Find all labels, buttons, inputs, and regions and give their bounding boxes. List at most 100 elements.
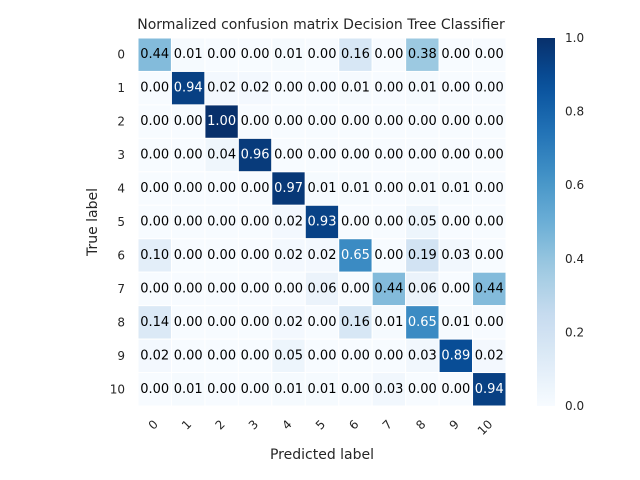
cell-1-8 (405, 70, 440, 106)
cell-value-7-2: 0.00 (207, 281, 236, 296)
cell-value-10-9: 0.00 (441, 382, 470, 397)
cell-value-3-8: 0.00 (408, 148, 437, 163)
cell-value-10-4: 0.01 (274, 382, 303, 397)
cell-value-4-10: 0.00 (475, 181, 504, 196)
cell-8-0 (137, 305, 172, 340)
cell-value-7-6: 0.00 (341, 281, 370, 296)
cell-0-0 (137, 37, 172, 72)
cell-value-8-9: 0.01 (441, 315, 470, 330)
cell-4-4 (271, 171, 306, 206)
cell-value-9-8: 0.03 (408, 348, 437, 363)
cell-9-2 (204, 338, 239, 374)
cell-value-7-4: 0.00 (274, 281, 303, 296)
cell-value-4-2: 0.00 (207, 181, 236, 196)
cell-3-3 (237, 137, 273, 173)
cell-value-3-4: 0.00 (274, 148, 303, 163)
cell-value-9-2: 0.00 (207, 348, 236, 363)
y-tick-7: 7 (117, 282, 125, 296)
cell-10-8 (405, 372, 440, 407)
cell-value-7-8: 0.06 (408, 281, 437, 296)
cell-value-7-3: 0.00 (241, 281, 270, 296)
cell-value-6-7: 0.00 (374, 248, 403, 263)
cell-5-3 (237, 204, 273, 240)
cell-value-8-1: 0.00 (174, 315, 203, 330)
cell-6-5 (304, 238, 340, 273)
cell-value-10-8: 0.00 (408, 382, 437, 397)
cell-value-5-8: 0.05 (408, 215, 437, 230)
cell-value-5-3: 0.00 (241, 215, 270, 230)
x-tick-1: 1 (179, 417, 194, 432)
cell-value-3-2: 0.04 (207, 148, 236, 163)
cell-7-10 (472, 271, 507, 307)
colorbar-tick-4: 0.8 (565, 105, 584, 119)
y-tick-10: 10 (110, 382, 125, 396)
cell-5-8 (405, 204, 440, 240)
cell-value-2-4: 0.00 (274, 114, 303, 129)
cell-value-3-9: 0.00 (441, 148, 470, 163)
cell-10-0 (137, 372, 172, 407)
cell-7-6 (338, 271, 373, 307)
cell-6-10 (472, 238, 507, 273)
y-tick-4: 4 (117, 182, 125, 196)
cell-6-2 (204, 238, 239, 273)
cell-value-6-2: 0.00 (207, 248, 236, 263)
cell-0-5 (304, 37, 340, 72)
cell-value-0-9: 0.00 (441, 47, 470, 62)
cell-6-7 (371, 238, 407, 273)
cell-value-3-7: 0.00 (374, 148, 403, 163)
cell-value-5-7: 0.00 (374, 215, 403, 230)
cell-1-4 (271, 70, 306, 106)
x-tick-3: 3 (246, 417, 261, 432)
cell-0-1 (170, 37, 206, 72)
cell-value-1-3: 0.02 (241, 81, 270, 96)
cell-8-10 (472, 305, 507, 340)
cell-value-4-8: 0.01 (408, 181, 437, 196)
cell-value-1-10: 0.00 (475, 81, 504, 96)
cell-3-2 (204, 137, 239, 173)
y-tick-5: 5 (117, 215, 125, 229)
cell-5-10 (472, 204, 507, 240)
cell-4-0 (137, 171, 172, 206)
cell-value-0-2: 0.00 (207, 47, 236, 62)
cell-value-1-2: 0.02 (207, 81, 236, 96)
cell-value-10-2: 0.00 (207, 382, 236, 397)
cell-value-6-0: 0.10 (140, 248, 169, 263)
cell-value-8-6: 0.16 (341, 315, 370, 330)
cell-value-4-3: 0.00 (241, 181, 270, 196)
cell-value-9-9: 0.89 (441, 348, 470, 363)
cell-value-2-10: 0.00 (475, 114, 504, 129)
colorbar-gradient (537, 38, 555, 406)
cell-6-6 (338, 238, 373, 273)
cell-1-7 (371, 70, 407, 106)
cell-9-10 (472, 338, 507, 374)
cell-1-0 (137, 70, 172, 106)
cell-6-8 (405, 238, 440, 273)
cell-value-5-1: 0.00 (174, 215, 203, 230)
cell-value-9-10: 0.02 (475, 348, 504, 363)
cell-value-9-5: 0.00 (308, 348, 337, 363)
cell-value-4-4: 0.97 (274, 181, 303, 196)
cell-value-1-6: 0.01 (341, 81, 370, 96)
cell-value-0-1: 0.01 (174, 47, 203, 62)
cell-value-2-7: 0.00 (374, 114, 403, 129)
y-tick-8: 8 (117, 315, 125, 329)
cell-value-7-1: 0.00 (174, 281, 203, 296)
cell-value-4-1: 0.00 (174, 181, 203, 196)
cell-7-1 (170, 271, 206, 307)
cell-value-8-5: 0.00 (308, 315, 337, 330)
x-tick-5: 5 (313, 417, 328, 432)
cell-10-4 (271, 372, 306, 407)
cell-3-10 (472, 137, 507, 173)
cell-8-9 (438, 305, 474, 340)
cell-value-0-0: 0.44 (140, 47, 169, 62)
cell-value-10-1: 0.01 (174, 382, 203, 397)
cell-9-8 (405, 338, 440, 374)
cell-1-9 (438, 70, 474, 106)
cell-9-3 (237, 338, 273, 374)
x-tick-10: 10 (475, 417, 496, 438)
cell-value-5-5: 0.93 (308, 215, 337, 230)
cell-value-5-4: 0.02 (274, 215, 303, 230)
cell-value-4-5: 0.01 (308, 181, 337, 196)
cell-value-8-7: 0.01 (374, 315, 403, 330)
cell-value-1-7: 0.00 (374, 81, 403, 96)
